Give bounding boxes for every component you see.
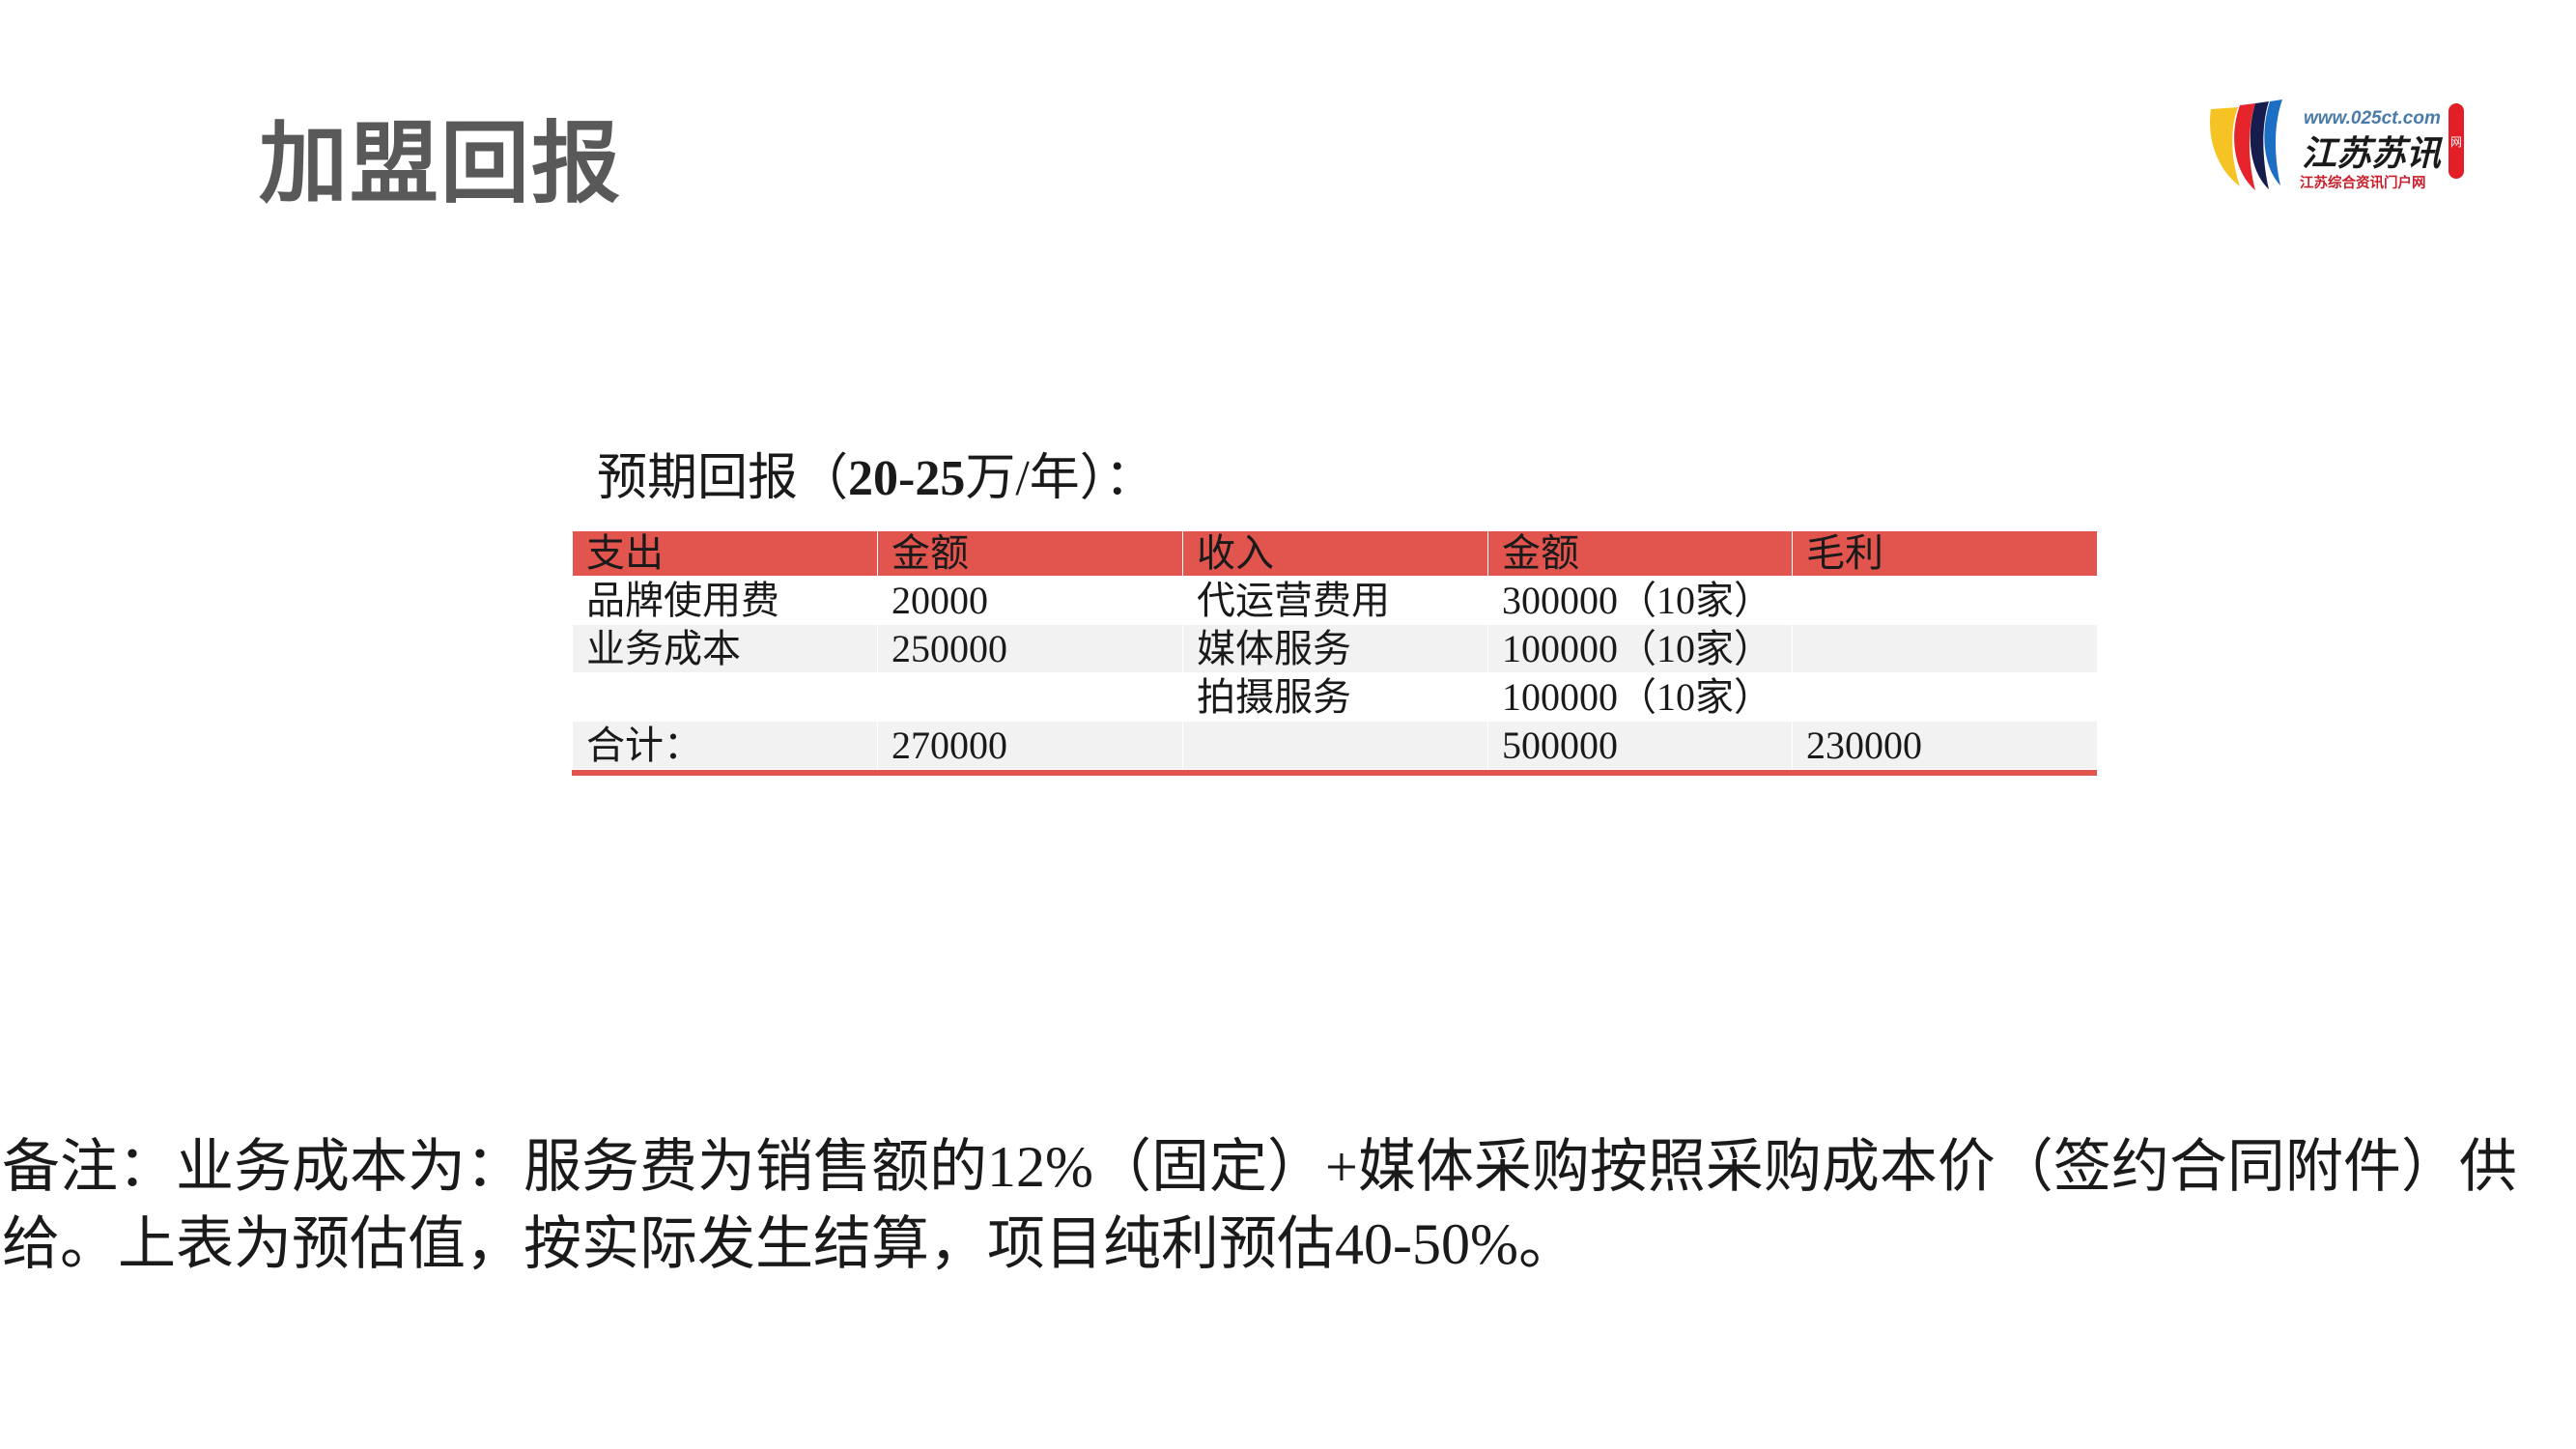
svg-text:江苏综合资讯门户网: 江苏综合资讯门户网 (2300, 174, 2426, 191)
svg-text:网: 网 (2450, 135, 2462, 149)
svg-text:江苏苏讯: 江苏苏讯 (2302, 133, 2444, 173)
svg-text:www.025ct.com: www.025ct.com (2304, 108, 2441, 128)
